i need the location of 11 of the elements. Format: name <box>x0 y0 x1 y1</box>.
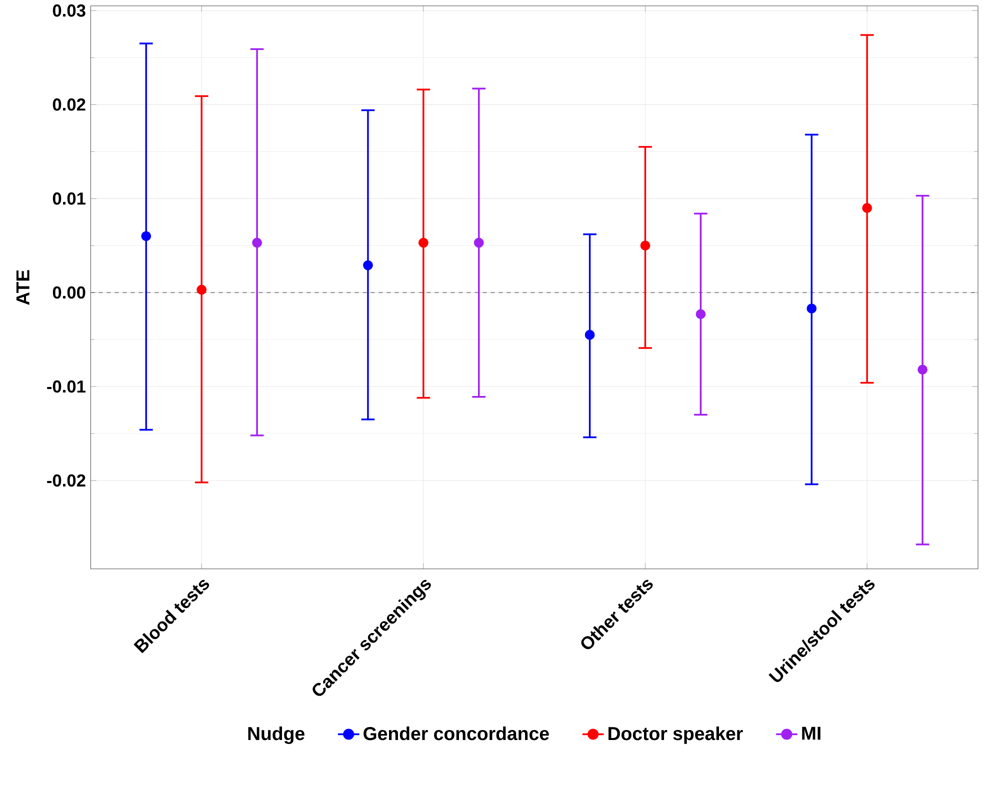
y-tick-label: -0.02 <box>47 474 86 487</box>
y-tick-label: -0.01 <box>47 380 86 393</box>
y-tick-label: 0.00 <box>52 286 86 299</box>
y-tick-label: 0.02 <box>52 98 86 111</box>
y-tick-label: 0.01 <box>52 192 86 205</box>
legend-label: Doctor speaker <box>608 726 743 744</box>
y-axis-title: ATE <box>16 270 30 305</box>
y-tick-label: 0.03 <box>52 4 86 17</box>
legend-label: Gender concordance <box>364 726 549 740</box>
legend-label: MI <box>802 726 820 740</box>
legend-title: Nudge <box>248 726 304 744</box>
